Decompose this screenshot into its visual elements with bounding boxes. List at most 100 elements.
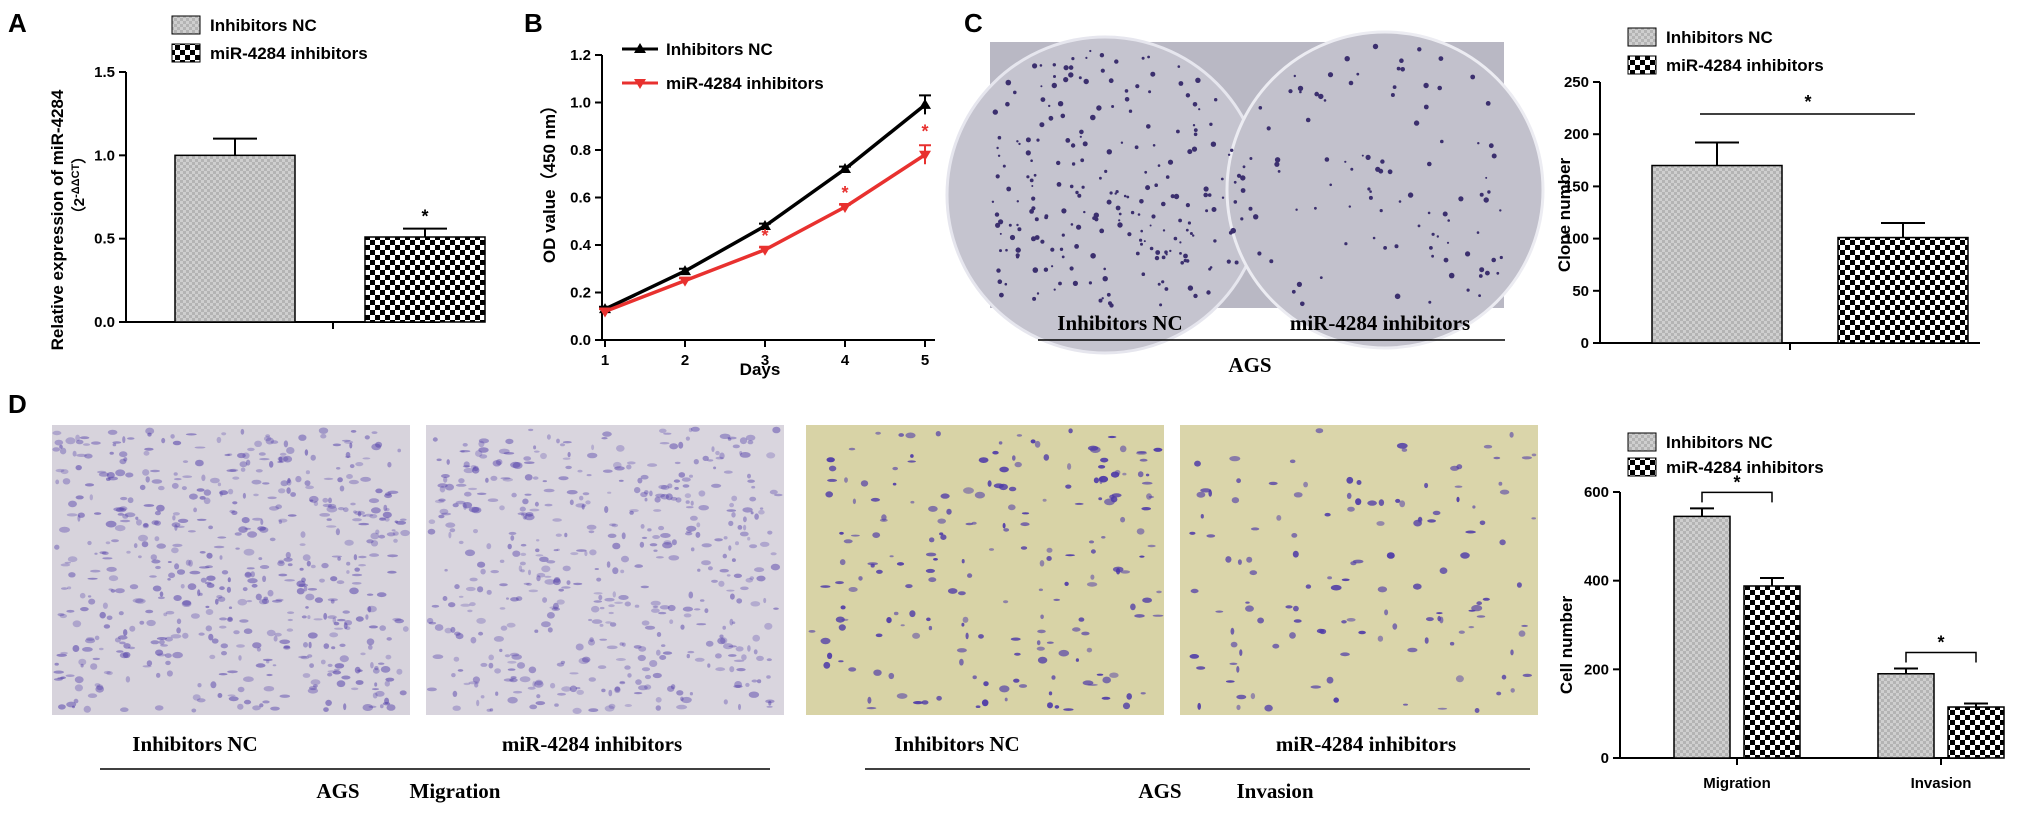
stained-cell bbox=[766, 675, 771, 679]
stained-cell bbox=[655, 705, 661, 711]
stained-cell bbox=[987, 480, 992, 487]
stained-cell bbox=[728, 654, 737, 657]
stained-cell bbox=[240, 467, 246, 472]
stained-cell bbox=[106, 472, 115, 479]
stained-cell bbox=[1436, 612, 1443, 615]
stained-cell bbox=[663, 540, 672, 545]
colony-dot bbox=[1185, 93, 1191, 98]
colony-dot bbox=[1427, 161, 1432, 167]
stained-cell bbox=[1230, 627, 1235, 635]
stained-cell bbox=[510, 535, 515, 541]
stained-cell bbox=[94, 552, 98, 555]
stained-cell bbox=[227, 670, 238, 674]
stained-cell bbox=[1326, 676, 1334, 684]
chart-a-y-tick-label: 0.0 bbox=[94, 314, 115, 331]
stained-cell bbox=[656, 649, 661, 656]
chart-b-legend: Inhibitors NC miR-4284 inhibitors bbox=[622, 40, 824, 93]
colony-dot bbox=[1031, 196, 1036, 201]
stained-cell bbox=[333, 621, 340, 626]
colony-dot bbox=[1365, 154, 1371, 160]
stained-cell bbox=[149, 575, 157, 578]
stained-cell bbox=[386, 532, 396, 537]
stained-cell bbox=[154, 520, 161, 526]
colony-dot bbox=[1443, 257, 1449, 263]
stained-cell bbox=[981, 699, 989, 707]
stained-cell bbox=[351, 582, 362, 585]
chart-a-bar bbox=[174, 154, 296, 323]
stained-cell bbox=[1225, 556, 1232, 563]
chart-a-ylabel-unit: （2-ΔΔCT） bbox=[70, 149, 88, 222]
stained-cell bbox=[337, 618, 346, 622]
stained-cell bbox=[751, 679, 758, 683]
stained-cell bbox=[208, 633, 214, 641]
stained-cell bbox=[634, 564, 643, 568]
stained-cell bbox=[544, 579, 556, 585]
stained-cell bbox=[444, 568, 448, 572]
stained-cell bbox=[354, 666, 361, 674]
stained-cell bbox=[480, 568, 486, 575]
stained-cell bbox=[928, 505, 938, 512]
stained-cell bbox=[1063, 708, 1074, 711]
colony-dot bbox=[1193, 132, 1198, 137]
stained-cell bbox=[1426, 617, 1434, 622]
stained-cell bbox=[1324, 512, 1331, 517]
colony-dot bbox=[1085, 56, 1088, 60]
chart-d-x-tick-label: Migration bbox=[1703, 775, 1771, 792]
stained-cell bbox=[85, 638, 96, 644]
stained-cell bbox=[848, 667, 857, 672]
stained-cell bbox=[301, 615, 307, 619]
stained-cell bbox=[171, 547, 179, 554]
stained-cell bbox=[426, 687, 437, 692]
colony-dot bbox=[1348, 80, 1354, 86]
stained-cell bbox=[109, 451, 114, 455]
stained-cell bbox=[722, 625, 726, 630]
stained-cell bbox=[504, 654, 511, 658]
stained-cell bbox=[1098, 475, 1109, 483]
colony-dot bbox=[999, 232, 1002, 235]
stained-cell bbox=[72, 450, 77, 457]
stained-cell bbox=[593, 592, 603, 595]
stained-cell bbox=[749, 496, 757, 502]
stained-cell bbox=[695, 531, 701, 538]
stained-cell bbox=[732, 621, 736, 624]
stained-cell bbox=[835, 616, 845, 623]
stained-cell bbox=[681, 696, 692, 704]
stained-cell bbox=[727, 436, 737, 440]
stained-cell bbox=[330, 576, 338, 582]
chart-b-significance: * bbox=[841, 183, 848, 203]
stained-cell bbox=[905, 432, 916, 439]
stained-cell bbox=[1102, 676, 1111, 684]
stained-cell bbox=[358, 555, 367, 559]
stained-cell bbox=[719, 433, 731, 439]
colony-dot bbox=[1208, 267, 1212, 271]
colony-dot bbox=[1126, 195, 1130, 199]
stained-cell bbox=[768, 700, 772, 706]
stained-cell bbox=[1237, 559, 1242, 565]
stained-cell bbox=[300, 531, 306, 538]
stained-cell bbox=[1003, 600, 1009, 604]
stained-cell bbox=[344, 455, 352, 458]
stained-cell bbox=[349, 464, 355, 469]
stained-cell bbox=[900, 624, 905, 627]
colony-dot bbox=[1005, 248, 1008, 252]
chart-d-legend: Inhibitors NC miR-4284 inhibitors bbox=[1627, 432, 1824, 477]
colony-dot bbox=[1399, 58, 1404, 63]
stained-cell bbox=[436, 458, 442, 462]
stained-cell bbox=[1018, 684, 1028, 688]
stained-cell bbox=[1493, 456, 1501, 460]
colony-dot bbox=[1423, 104, 1429, 110]
stained-cell bbox=[326, 525, 337, 528]
stained-cell bbox=[278, 456, 283, 462]
stained-cell bbox=[654, 496, 661, 503]
stained-cell bbox=[221, 432, 227, 436]
stained-cell bbox=[1418, 516, 1423, 522]
stained-cell bbox=[468, 487, 478, 491]
stained-cell bbox=[167, 578, 171, 581]
stained-cell bbox=[1020, 546, 1028, 550]
stained-cell bbox=[205, 565, 213, 569]
stained-cell bbox=[196, 698, 206, 703]
stained-cell bbox=[275, 598, 284, 602]
stained-cell bbox=[59, 613, 67, 619]
stained-cell bbox=[711, 446, 715, 452]
stained-cell bbox=[736, 668, 746, 672]
